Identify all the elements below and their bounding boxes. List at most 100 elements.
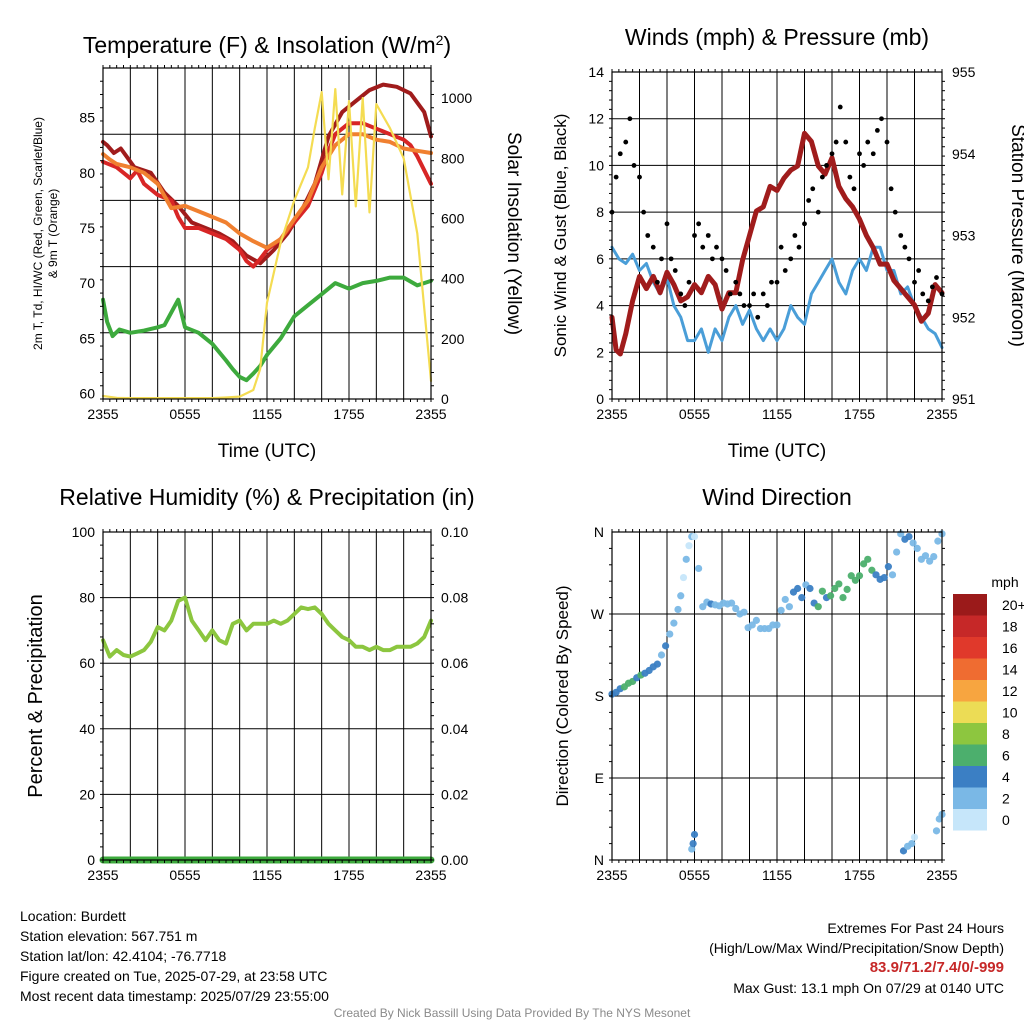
y-tick-label: 85: [79, 110, 95, 126]
gust-point: [654, 279, 660, 285]
wind-direction-point: [888, 571, 897, 579]
y-right-axis-label: Solar Insolation (Yellow): [503, 132, 524, 335]
gust-point: [837, 104, 843, 110]
x-tick-label: 2355: [87, 406, 118, 422]
wind-direction-point: [818, 587, 826, 595]
created-text: Figure created on Tue, 2025-07-29, at 23…: [20, 968, 328, 984]
gust-point: [833, 139, 839, 145]
wind-direction-point: [689, 840, 697, 848]
wind-direction-point: [677, 592, 685, 600]
y-tick-label: 8: [596, 204, 604, 220]
wind-direction-point: [864, 555, 872, 563]
wind-direction-point: [732, 604, 740, 613]
gust-point: [613, 174, 619, 180]
gust-point: [760, 291, 766, 297]
colorbar-label: 6: [1002, 748, 1010, 764]
extremes-info: Extremes For Past 24 Hours (High/Low/Max…: [709, 918, 1004, 998]
y-axis-label: Percent & Precipitation: [25, 594, 47, 797]
gust-point: [810, 186, 816, 192]
gust-point: [641, 209, 647, 215]
gust-point: [892, 209, 898, 215]
gust-point: [664, 221, 670, 227]
y-tick-label: 60: [79, 655, 95, 671]
wind-direction-point: [662, 642, 670, 650]
wind-direction-point: [814, 603, 822, 611]
y-right-tick-label: 800: [441, 150, 465, 166]
gust-point: [879, 116, 884, 122]
gust-point: [672, 268, 678, 273]
y-tick-label: 10: [588, 157, 604, 173]
colorbar-label: 20+: [1002, 597, 1024, 613]
gust-point: [861, 163, 867, 168]
colorbar-swatch: [953, 701, 987, 723]
gust-point: [884, 139, 890, 145]
y-tick-label: 75: [79, 220, 95, 236]
gust-point: [741, 303, 747, 308]
gust-point: [916, 268, 922, 273]
x-tick-label: 1155: [762, 867, 792, 883]
gust-point: [815, 209, 821, 215]
colorbar-label: 16: [1002, 640, 1018, 656]
y-right-tick-label: 0.00: [441, 852, 468, 868]
y-right-tick-label: 0.08: [441, 590, 468, 606]
colorbar-swatch: [953, 723, 987, 745]
series-line-1: [101, 595, 433, 659]
x-tick-label: 1155: [252, 867, 282, 883]
y-right-tick-label: 400: [441, 271, 465, 287]
wind-direction-point: [674, 605, 682, 614]
wind-direction-point: [910, 833, 919, 841]
y-right-tick-label: 1000: [441, 90, 472, 106]
colorbar-title: mph: [991, 574, 1018, 590]
gust-point: [806, 198, 812, 203]
wind-direction-point: [748, 621, 756, 629]
wind-direction-point: [847, 572, 855, 580]
wind-direction-point: [773, 621, 781, 629]
gust-point: [751, 291, 757, 297]
y-right-tick-label: 953: [952, 228, 976, 244]
series-line-5: [101, 87, 433, 400]
x-tick-label: 0555: [679, 867, 710, 883]
x-tick-label: 1755: [844, 406, 875, 422]
wind-direction-point: [905, 532, 913, 541]
y-tick-label: N: [594, 852, 604, 868]
latlon-text: Station lat/lon: 42.4104; -76.7718: [20, 948, 227, 964]
gust-point: [929, 284, 935, 290]
wind-direction-point: [899, 847, 908, 855]
wind-direction-point: [884, 563, 892, 571]
gust-point: [902, 244, 908, 250]
y-tick-label: W: [591, 606, 605, 622]
wind-direction-point: [880, 573, 888, 582]
y-tick-label: N: [594, 524, 604, 540]
y-tick-label: 80: [79, 590, 95, 606]
y-right-tick-label: 955: [952, 64, 976, 80]
gust-point: [627, 116, 633, 122]
colorbar-swatch: [953, 594, 987, 616]
wind-direction-point: [752, 616, 760, 624]
x-tick-label: 2355: [926, 406, 957, 422]
gust-point: [686, 279, 692, 285]
y-tick-label: 65: [79, 330, 95, 346]
gust-point: [682, 303, 688, 308]
gust-point: [700, 244, 706, 250]
wind-direction-point: [740, 608, 748, 616]
wind-direction-point: [839, 594, 847, 602]
gust-point: [920, 291, 926, 297]
y-right-tick-label: 0.10: [441, 524, 468, 540]
wind-direction-point: [908, 840, 916, 848]
x-axis-label: Time (UTC): [728, 441, 827, 462]
gust-point: [764, 303, 770, 308]
wind-direction-point: [851, 576, 859, 584]
y-right-tick-label: 0.04: [441, 721, 468, 737]
y-right-tick-label: 954: [952, 146, 976, 162]
y-right-tick-label: 0.06: [441, 655, 468, 671]
location-text: Location: Burdett: [20, 908, 126, 924]
gust-point: [747, 303, 752, 308]
x-tick-label: 2355: [415, 406, 446, 422]
gust-point: [925, 298, 931, 304]
recent-data-text: Most recent data timestamp: 2025/07/29 2…: [20, 988, 329, 1004]
gust-point: [705, 233, 711, 238]
y-tick-label: 0: [87, 852, 95, 868]
gust-point: [733, 279, 739, 285]
y-right-tick-label: 952: [952, 309, 976, 325]
